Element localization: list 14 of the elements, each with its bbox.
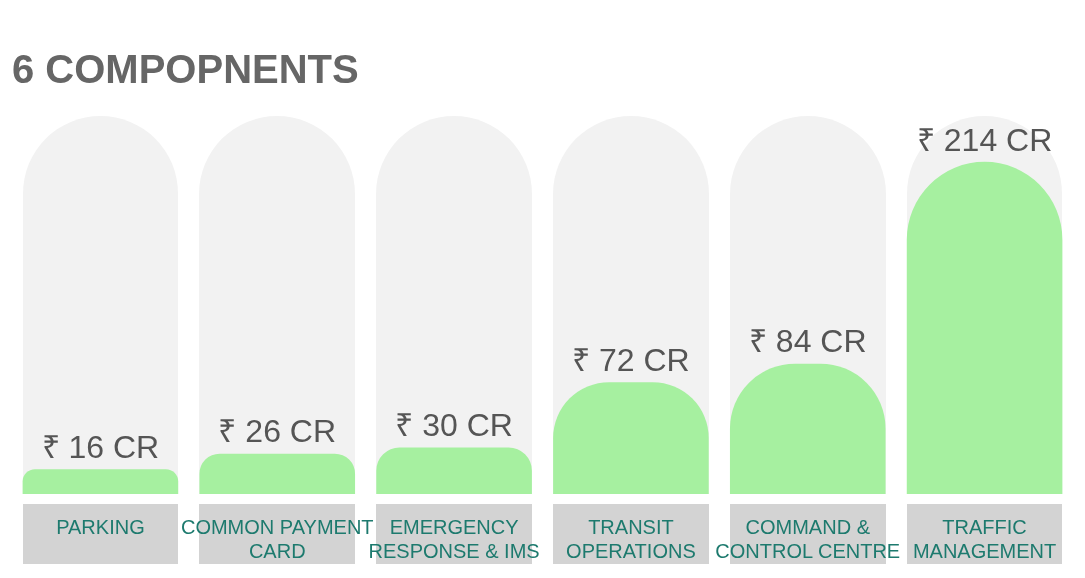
bar: [199, 453, 356, 494]
data-label: ₹ 16 CR: [41, 429, 160, 465]
x-tick-label: TRANSIT OPERATIONS: [566, 515, 696, 562]
x-tick-label: PARKING: [56, 515, 145, 538]
x-tick-label: COMMAND & CONTROL CENTRE: [715, 515, 901, 562]
data-label: ₹ 214 CR: [916, 121, 1053, 158]
chart-title: 6 COMPOPNENTS: [12, 47, 359, 92]
data-label: ₹ 84 CR: [748, 323, 867, 360]
bar: [22, 469, 179, 494]
data-label: ₹ 72 CR: [572, 342, 690, 379]
data-label: ₹ 30 CR: [395, 407, 513, 444]
bar: [376, 447, 532, 494]
data-label: ₹ 26 CR: [218, 413, 337, 450]
x-tick-label: TRAFFIC MANAGEMENT: [912, 515, 1057, 562]
